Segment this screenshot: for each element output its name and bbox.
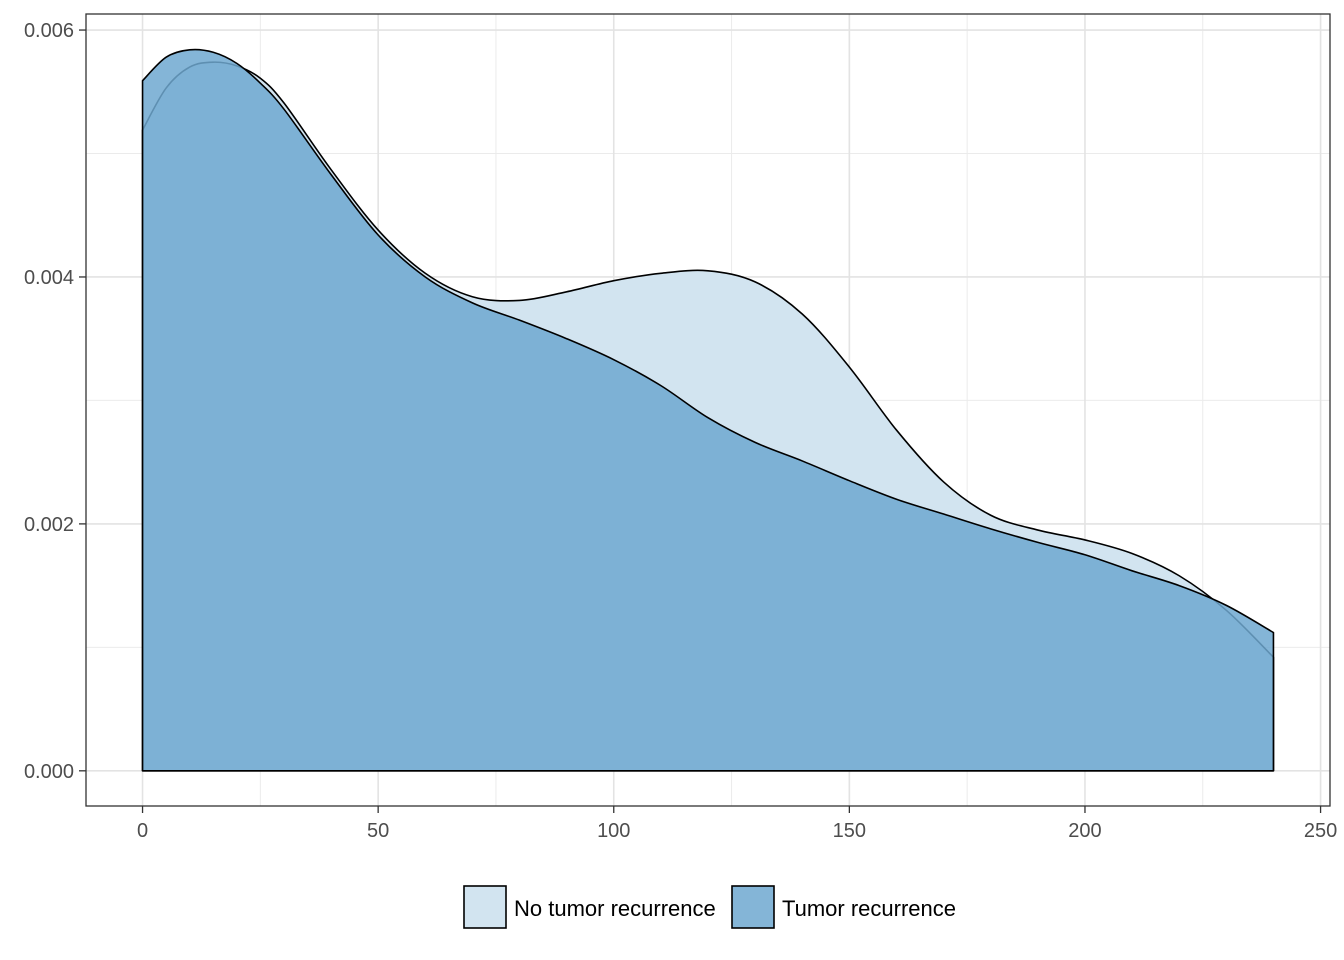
y-tick-label: 0.000	[24, 761, 74, 783]
y-axis: 0.000 0.002 0.004 0.006	[24, 20, 86, 783]
density-area-tumor-recurrence	[141, 48, 1275, 772]
density-areas	[141, 48, 1275, 772]
legend-key-tumor-recurrence	[731, 885, 775, 929]
legend-label-no-tumor-recurrence: No tumor recurrence	[514, 896, 716, 921]
x-tick-label: 0	[137, 820, 148, 842]
legend: No tumor recurrence Tumor recurrence	[463, 885, 956, 929]
x-tick-label: 50	[367, 820, 389, 842]
x-tick-label: 100	[597, 820, 630, 842]
y-tick-label: 0.002	[24, 514, 74, 536]
y-tick-label: 0.004	[24, 267, 74, 289]
x-tick-label: 200	[1068, 820, 1101, 842]
y-tick-label: 0.006	[24, 20, 74, 42]
x-tick-label: 250	[1304, 820, 1337, 842]
x-tick-label: 150	[833, 820, 866, 842]
x-axis: 0 50 100 150 200 250	[137, 806, 1337, 842]
legend-label-tumor-recurrence: Tumor recurrence	[782, 896, 956, 921]
legend-key-no-tumor-recurrence	[463, 885, 507, 929]
plot-panel-border	[85, 13, 1331, 807]
